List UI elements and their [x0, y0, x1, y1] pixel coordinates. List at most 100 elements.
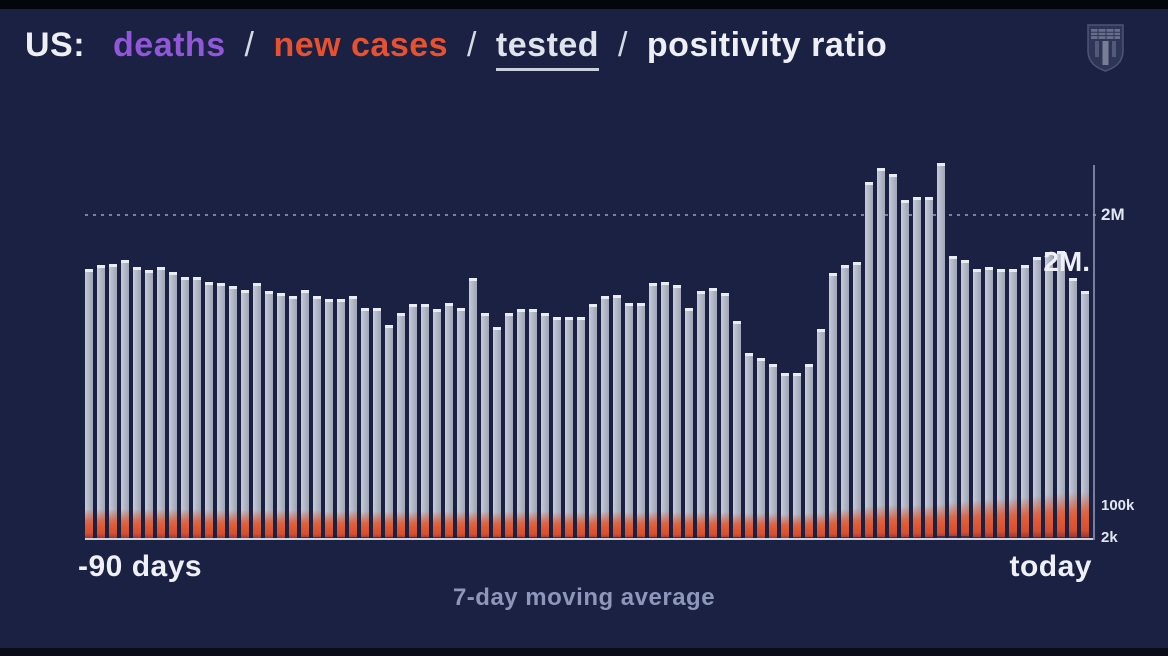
tested-bar [949, 256, 957, 540]
tested-bar [337, 299, 345, 540]
tested-bar [121, 260, 129, 540]
new-cases-segment [109, 509, 117, 540]
new-cases-segment [553, 512, 561, 540]
new-cases-segment [853, 508, 861, 540]
x-axis-line [85, 538, 1093, 540]
new-cases-segment [1081, 492, 1089, 540]
new-cases-segment [85, 509, 93, 540]
new-cases-segment [589, 512, 597, 540]
tested-bar [313, 296, 321, 540]
tested-bar [469, 278, 477, 540]
new-cases-segment [433, 511, 441, 540]
tested-bar [937, 163, 945, 540]
new-cases-segment [97, 509, 105, 540]
tested-bar [1009, 269, 1017, 540]
new-cases-segment [709, 512, 717, 540]
tested-bar [817, 329, 825, 540]
tested-bar [997, 269, 1005, 540]
new-cases-segment [481, 511, 489, 540]
tested-bar [433, 309, 441, 540]
tested-bar [625, 303, 633, 540]
tested-bar [493, 327, 501, 540]
title-separator: / [608, 26, 638, 64]
tested-bar [445, 303, 453, 540]
new-cases-segment [325, 511, 333, 540]
tested-bar [601, 296, 609, 540]
new-cases-segment [1033, 496, 1041, 540]
tested-bar [193, 277, 201, 540]
new-cases-segment [937, 504, 945, 540]
tested-bar [925, 197, 933, 540]
tested-bar [277, 293, 285, 540]
title-item-positivity-ratio[interactable]: positivity ratio [646, 26, 888, 64]
latest-value-annotation: 2M. [1043, 246, 1090, 277]
tested-bar [649, 283, 657, 540]
chart-title: US: deaths / new cases / tested / positi… [25, 26, 887, 71]
tested-bar [1021, 265, 1029, 540]
new-cases-segment [265, 510, 273, 540]
tested-bar [721, 293, 729, 540]
new-cases-segment [781, 514, 789, 540]
tested-bar [217, 283, 225, 540]
new-cases-segment [601, 511, 609, 540]
new-cases-segment [613, 511, 621, 540]
y-axis-line [1093, 165, 1095, 540]
new-cases-segment [757, 513, 765, 540]
tested-bar [241, 290, 249, 540]
new-cases-segment [817, 513, 825, 540]
new-cases-segment [541, 511, 549, 540]
new-cases-segment [505, 511, 513, 540]
new-cases-segment [469, 511, 477, 540]
tested-bar [457, 308, 465, 540]
tested-bar [1057, 251, 1065, 540]
tested-bar [529, 309, 537, 540]
title-item-new-cases[interactable]: new cases [273, 26, 449, 64]
tested-bar [145, 270, 153, 540]
new-cases-segment [1021, 497, 1029, 540]
tested-bar [505, 313, 513, 540]
new-cases-segment [877, 505, 885, 540]
tested-bar [361, 308, 369, 540]
tested-bar [985, 267, 993, 540]
title-item-tested[interactable]: tested [495, 26, 600, 71]
new-cases-segment [157, 509, 165, 540]
tested-bar [181, 277, 189, 540]
new-cases-segment [697, 512, 705, 540]
tested-bar [85, 269, 93, 540]
new-cases-segment [229, 510, 237, 540]
tested-bar [697, 291, 705, 540]
tested-bar [229, 286, 237, 540]
x-axis-label-start: -90 days [78, 550, 203, 583]
tested-bar [385, 325, 393, 540]
tested-bar [109, 264, 117, 540]
tested-bar [553, 317, 561, 540]
new-cases-segment [829, 510, 837, 540]
new-cases-segment [169, 509, 177, 540]
tested-bar [481, 313, 489, 540]
new-cases-segment [241, 510, 249, 540]
new-cases-segment [133, 509, 141, 540]
university-shield-logo-icon [1087, 24, 1124, 72]
tested-bar [409, 304, 417, 540]
tested-bar [265, 291, 273, 540]
tested-bar [133, 267, 141, 540]
tested-bar [913, 197, 921, 540]
new-cases-segment [769, 513, 777, 540]
new-cases-segment [745, 513, 753, 540]
new-cases-segment [733, 513, 741, 540]
new-cases-segment [205, 510, 213, 540]
tested-bar [841, 265, 849, 540]
bar-series [85, 0, 1095, 540]
new-cases-segment [841, 509, 849, 540]
tested-bar [901, 200, 909, 540]
new-cases-segment [121, 509, 129, 540]
tested-bar [733, 321, 741, 540]
title-item-deaths[interactable]: deaths [113, 26, 226, 64]
y-tick-2m: 2M [1101, 205, 1125, 224]
tested-bar [781, 373, 789, 540]
new-cases-segment [289, 510, 297, 540]
new-cases-segment [1009, 497, 1017, 540]
tested-bar [289, 296, 297, 540]
new-cases-segment [661, 511, 669, 540]
